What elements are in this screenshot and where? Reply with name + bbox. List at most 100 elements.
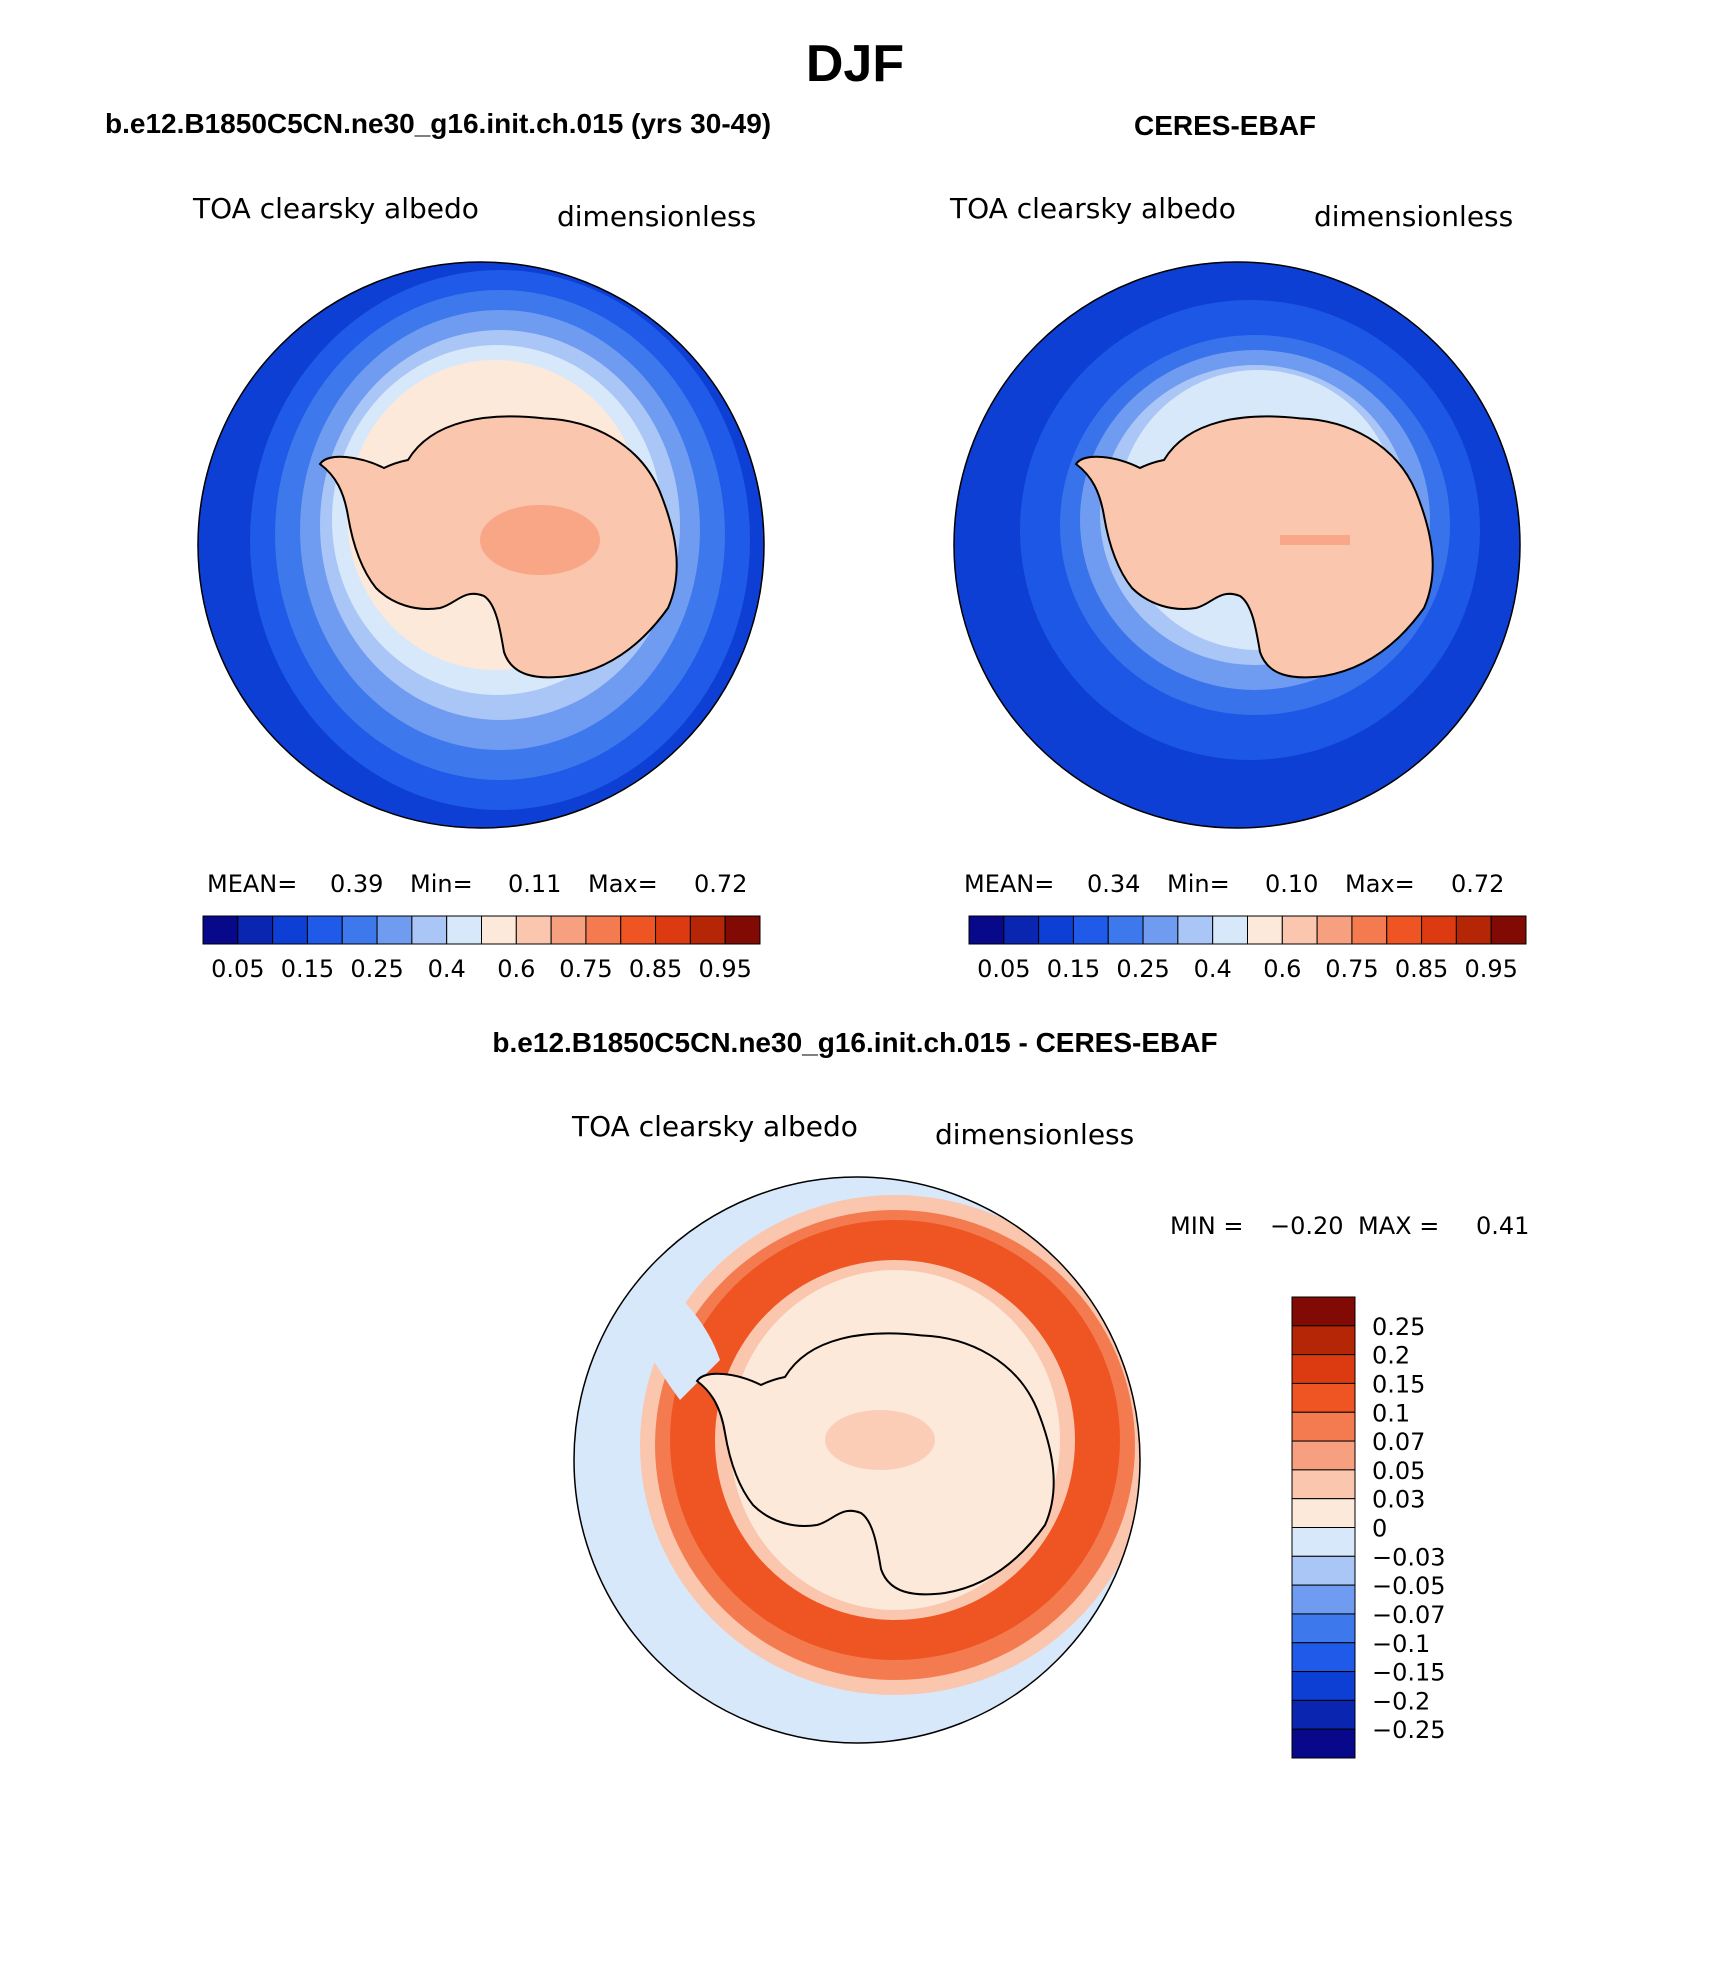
colorbar-tick-label: 0.07: [1372, 1428, 1425, 1456]
panel-heading-obs: CERES-EBAF: [1134, 110, 1317, 141]
colorbar-swatch: [724, 915, 761, 945]
figure-title: DJF: [805, 35, 905, 93]
colorbar-swatch: [1072, 915, 1109, 945]
colorbar-swatch: [1291, 1584, 1356, 1615]
colorbar-model: 0.05 0.15 0.25 0.4 0.6 0.75 0.85 0.95: [202, 915, 761, 983]
colorbar-tick-label: 0.25: [1116, 955, 1169, 983]
colorbar-swatch: [1281, 915, 1318, 945]
colorbar-swatch: [1455, 915, 1492, 945]
polar-map-obs-outline: [953, 261, 1521, 829]
colorbar-tick-label: 0.25: [350, 955, 403, 983]
colorbar-tick-label: 0.25: [1372, 1313, 1425, 1341]
diff-min-value: −0.20: [1270, 1212, 1344, 1240]
colorbar-tick-label: 0.75: [559, 955, 612, 983]
colorbar-tick-label: 0.03: [1372, 1486, 1425, 1514]
colorbar-tick-label: 0.1: [1372, 1399, 1410, 1427]
diff-variable-label: TOA clearsky albedo: [572, 1110, 858, 1143]
colorbar-swatch: [1107, 915, 1144, 945]
colorbar-tick-label: 0.95: [1464, 955, 1517, 983]
diff-max-label: MAX =: [1358, 1212, 1440, 1240]
colorbar-tick-label: −0.07: [1372, 1601, 1446, 1629]
polar-map-diff-outline: [573, 1176, 1141, 1744]
colorbar-swatch: [1003, 915, 1040, 945]
colorbar-obs: 0.05 0.15 0.25 0.4 0.6 0.75 0.85 0.95: [968, 915, 1527, 983]
colorbar-swatch: [272, 915, 308, 945]
colorbar-swatch: [1291, 1699, 1356, 1730]
colorbar-swatch: [1490, 915, 1527, 945]
colorbar-swatch: [689, 915, 726, 945]
stat-max-label: Max=: [588, 870, 658, 898]
colorbar-tick-label: 0.05: [1372, 1457, 1425, 1485]
colorbar-swatch: [1291, 1411, 1356, 1442]
colorbar-swatch: [202, 915, 239, 945]
polar-map-obs-field: [954, 262, 1520, 828]
colorbar-tick-label: 0.15: [1372, 1370, 1425, 1398]
colorbar-swatch: [655, 915, 691, 945]
colorbar-swatch: [1291, 1728, 1356, 1759]
stat-min-value: 0.11: [508, 870, 562, 898]
colorbar-swatch: [1291, 1469, 1356, 1500]
diff-min-label: MIN =: [1170, 1212, 1244, 1240]
colorbar-swatch: [1177, 915, 1214, 945]
colorbar-tick-label: −0.05: [1372, 1572, 1446, 1600]
colorbar-tick-label: 0.05: [977, 955, 1030, 983]
panel-units-label: dimensionless: [1314, 200, 1514, 233]
colorbar-swatch: [515, 915, 552, 945]
colorbar-swatch: [585, 915, 622, 945]
diff-max-value: 0.41: [1476, 1212, 1530, 1240]
colorbar-swatch: [1291, 1527, 1356, 1557]
colorbar-swatch: [1291, 1498, 1356, 1528]
colorbar-swatch: [446, 915, 482, 945]
panel-variable-label: TOA clearsky albedo: [193, 192, 479, 225]
colorbar-swatch: [550, 915, 587, 945]
colorbar-swatch: [1351, 915, 1388, 945]
stat-mean-value: 0.34: [1087, 870, 1141, 898]
colorbar-tick-label: 0.6: [497, 955, 535, 983]
stat-mean-label: MEAN=: [207, 870, 298, 898]
colorbar-swatch: [1247, 915, 1283, 945]
colorbar-swatch: [1142, 915, 1179, 945]
colorbar-tick-label: −0.15: [1372, 1659, 1446, 1687]
colorbar-tick-label: 0.4: [1194, 955, 1232, 983]
colorbar-swatch: [1291, 1382, 1356, 1413]
colorbar-swatch: [620, 915, 657, 945]
colorbar-swatch: [237, 915, 274, 945]
colorbar-swatch: [1316, 915, 1353, 945]
stat-min-label: Min=: [410, 870, 473, 898]
colorbar-tick-label: 0.6: [1263, 955, 1301, 983]
stat-max-value: 0.72: [694, 870, 748, 898]
colorbar-tick-label: −0.03: [1372, 1543, 1446, 1571]
colorbar-swatch: [1386, 915, 1423, 945]
colorbar-tick-label: −0.2: [1372, 1687, 1430, 1715]
stat-max-value: 0.72: [1451, 870, 1505, 898]
colorbar-swatch: [481, 915, 517, 945]
panel-variable-label: TOA clearsky albedo: [950, 192, 1236, 225]
polar-map-model-field: [198, 262, 764, 828]
polar-map-model-outline: [197, 261, 765, 829]
stat-min-value: 0.10: [1265, 870, 1319, 898]
colorbar-tick-label: 0.4: [428, 955, 466, 983]
colorbar-tick-label: 0.95: [698, 955, 751, 983]
colorbar-swatch: [1421, 915, 1457, 945]
colorbar-swatch: [1291, 1325, 1356, 1356]
colorbar-swatch: [1291, 1296, 1356, 1327]
stat-mean-value: 0.39: [330, 870, 384, 898]
colorbar-swatch: [968, 915, 1005, 945]
colorbar-tick-label: 0.75: [1325, 955, 1378, 983]
colorbar-tick-label: 0.2: [1372, 1342, 1410, 1370]
colorbar-swatch: [1291, 1613, 1356, 1644]
colorbar-swatch: [1291, 1671, 1356, 1701]
colorbar-tick-label: 0.15: [1047, 955, 1100, 983]
colorbar-diff: 0.250.20.150.10.070.050.030−0.03−0.05−0.…: [1291, 1296, 1446, 1759]
colorbar-swatch: [411, 915, 448, 945]
colorbar-swatch: [1291, 1354, 1356, 1384]
colorbar-tick-label: −0.1: [1372, 1630, 1430, 1658]
colorbar-swatch: [306, 915, 343, 945]
colorbar-swatch: [1212, 915, 1248, 945]
colorbar-tick-label: 0.05: [211, 955, 264, 983]
stat-mean-label: MEAN=: [964, 870, 1055, 898]
colorbar-swatch: [1291, 1440, 1356, 1471]
stat-min-label: Min=: [1167, 870, 1230, 898]
